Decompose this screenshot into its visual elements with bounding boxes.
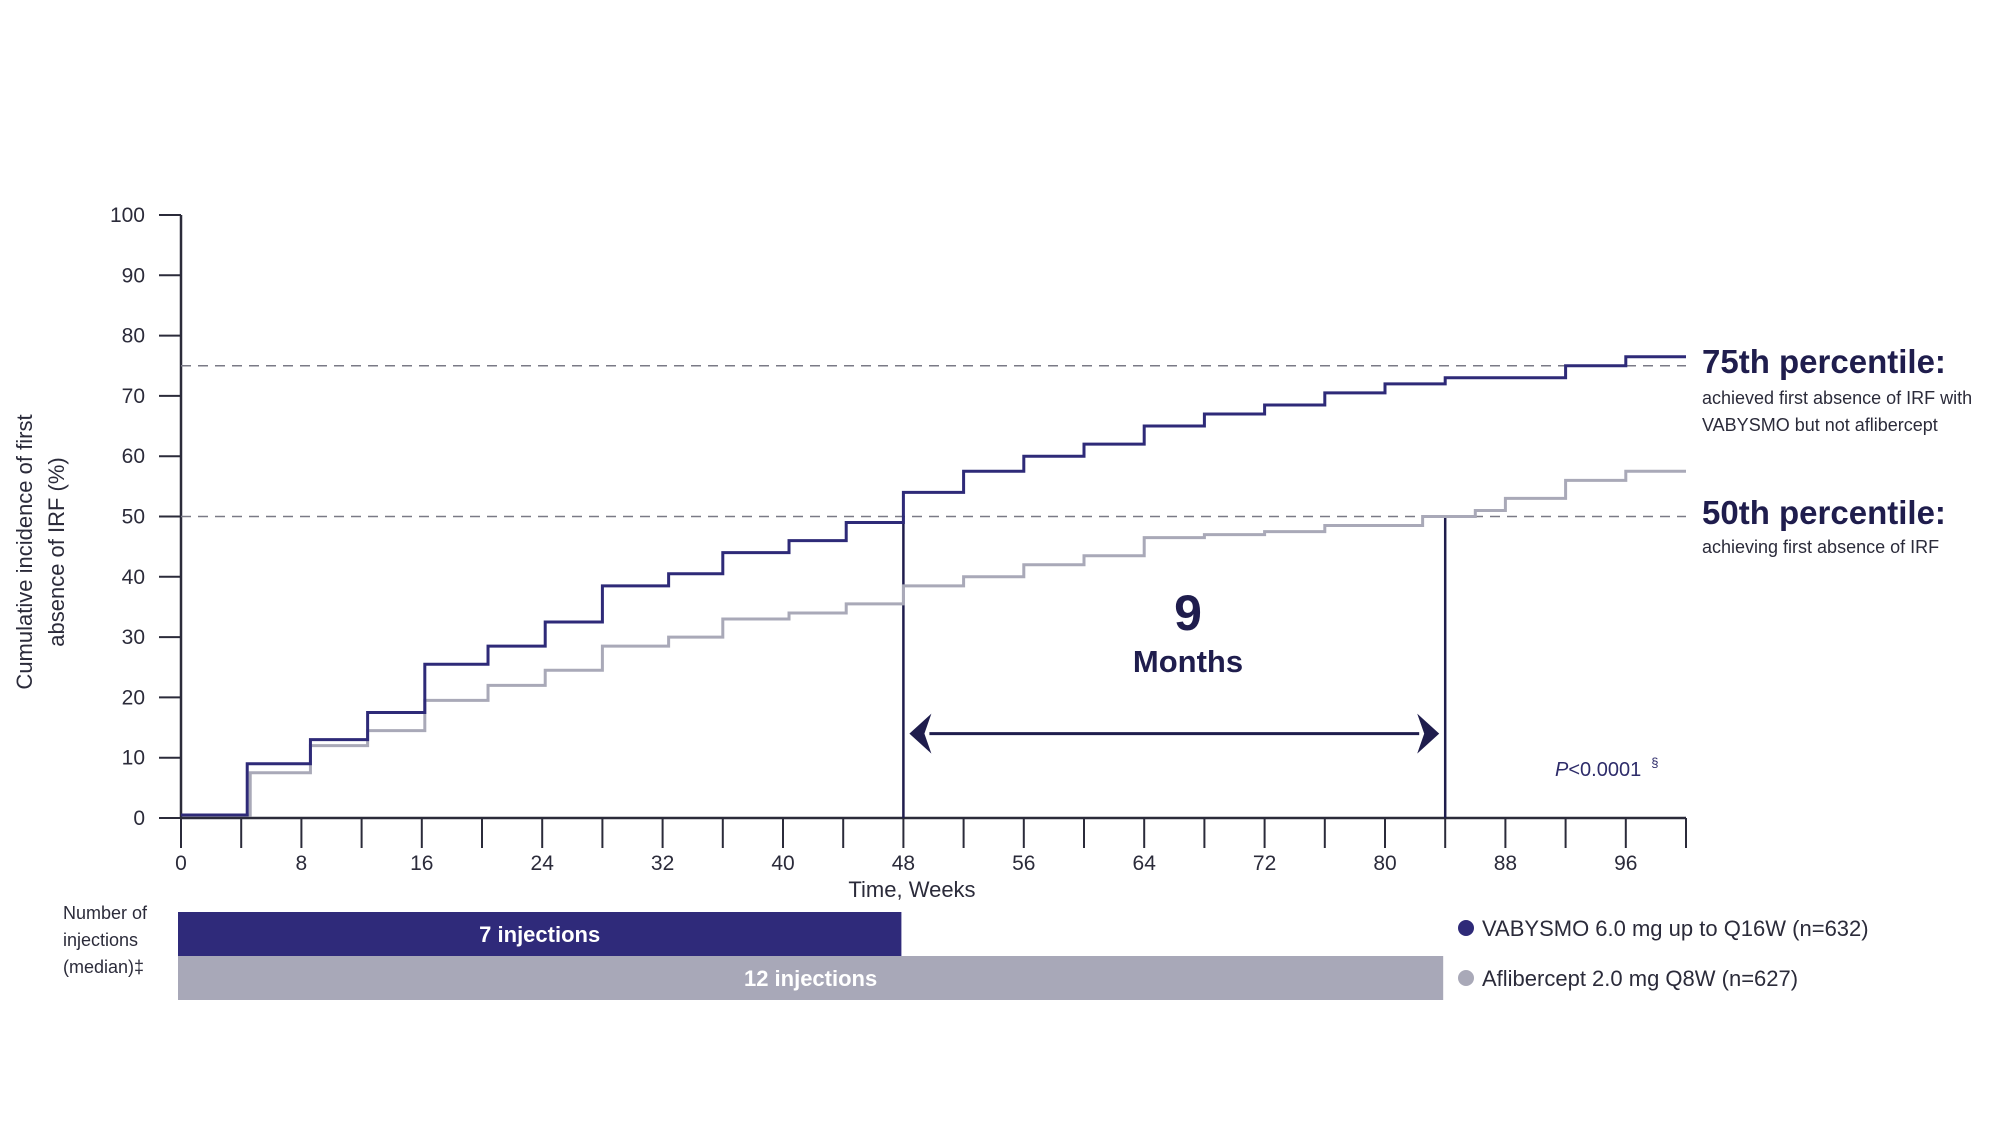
x-tick-label-40: 40: [771, 852, 794, 875]
percentile-75-title: 75th percentile:: [1702, 343, 1946, 380]
axes: [159, 214, 1687, 848]
y-tick-label-60: 60: [122, 445, 145, 468]
injection-bars: Number of injections (median)‡ 7 injecti…: [63, 903, 1444, 1000]
x-tick-label-48: 48: [892, 852, 915, 875]
x-tick-label-64: 64: [1133, 852, 1157, 875]
injection-bar-1: [178, 956, 1444, 1000]
percentile-50-title: 50th percentile:: [1702, 494, 1946, 531]
interval-number: 9: [1174, 585, 1202, 641]
y-tick-label-80: 80: [122, 325, 145, 348]
legend-marker-vabysmo: [1458, 920, 1474, 936]
x-tick-label-32: 32: [651, 852, 674, 875]
interval-arrow-head-left: [909, 713, 932, 754]
y-tick-label-40: 40: [122, 566, 145, 589]
x-tick-label-0: 0: [175, 852, 187, 875]
legend: VABYSMO 6.0 mg up to Q16W (n=632) Aflibe…: [1458, 916, 1869, 991]
legend-label-vabysmo: VABYSMO 6.0 mg up to Q16W (n=632): [1482, 916, 1869, 941]
marker-lines: [902, 516, 1447, 818]
x-tick-label-88: 88: [1494, 852, 1517, 875]
percentile-75-desc-1: achieved first absence of IRF with: [1702, 388, 1972, 408]
y-tick-label-10: 10: [122, 747, 145, 770]
legend-marker-aflibercept: [1458, 970, 1474, 986]
y-tick-label-90: 90: [122, 264, 145, 287]
injections-label-line-1: Number of: [63, 903, 148, 923]
percentile-75-desc-2: VABYSMO but not aflibercept: [1702, 415, 1938, 435]
interval-arrow-head-right: [1417, 713, 1440, 754]
p-value: P<0.0001 §: [1555, 755, 1658, 781]
interval-unit: Months: [1133, 644, 1243, 679]
series-lines: [181, 355, 1686, 817]
interval-annotation: 9 Months: [909, 585, 1440, 754]
tick-labels: 0 10 20 30 40 50 60 70 80 90 100 0 8 16 24 32 40 48 56 64 72…: [110, 204, 1638, 875]
series-line-1: [181, 469, 1686, 817]
y-axis-title-line-1: Cumulative incidence of first: [12, 414, 37, 689]
y-tick-label-50: 50: [122, 506, 145, 529]
x-tick-label-8: 8: [296, 852, 308, 875]
y-tick-label-20: 20: [122, 686, 145, 709]
injections-label-line-2: injections: [63, 930, 138, 950]
x-tick-label-80: 80: [1373, 852, 1396, 875]
x-tick-label-96: 96: [1614, 852, 1637, 875]
x-tick-label-24: 24: [531, 852, 555, 875]
injection-bar-0: [178, 912, 902, 956]
percentile-75-label: 75th percentile: achieved first absence …: [1702, 343, 1972, 435]
reference-lines: [181, 364, 1686, 518]
y-tick-label-100: 100: [110, 204, 145, 227]
y-tick-label-70: 70: [122, 385, 145, 408]
injections-label-line-3: (median)‡: [63, 957, 144, 977]
percentile-50-label: 50th percentile: achieving first absence…: [1702, 494, 1946, 557]
x-axis-title: Time, Weeks: [848, 877, 975, 902]
x-tick-label-56: 56: [1012, 852, 1035, 875]
percentile-50-desc-1: achieving first absence of IRF: [1702, 537, 1939, 557]
x-tick-label-16: 16: [410, 852, 433, 875]
injection-bar-label-0: 7 injections: [479, 922, 600, 947]
injection-bar-label-1: 12 injections: [744, 966, 877, 991]
legend-label-aflibercept: Aflibercept 2.0 mg Q8W (n=627): [1482, 966, 1798, 991]
x-tick-label-72: 72: [1253, 852, 1276, 875]
y-tick-label-30: 30: [122, 626, 145, 649]
series-line-0: [181, 355, 1686, 817]
y-tick-label-0: 0: [133, 807, 145, 830]
y-axis-title-line-2: absence of IRF (%): [44, 457, 69, 647]
